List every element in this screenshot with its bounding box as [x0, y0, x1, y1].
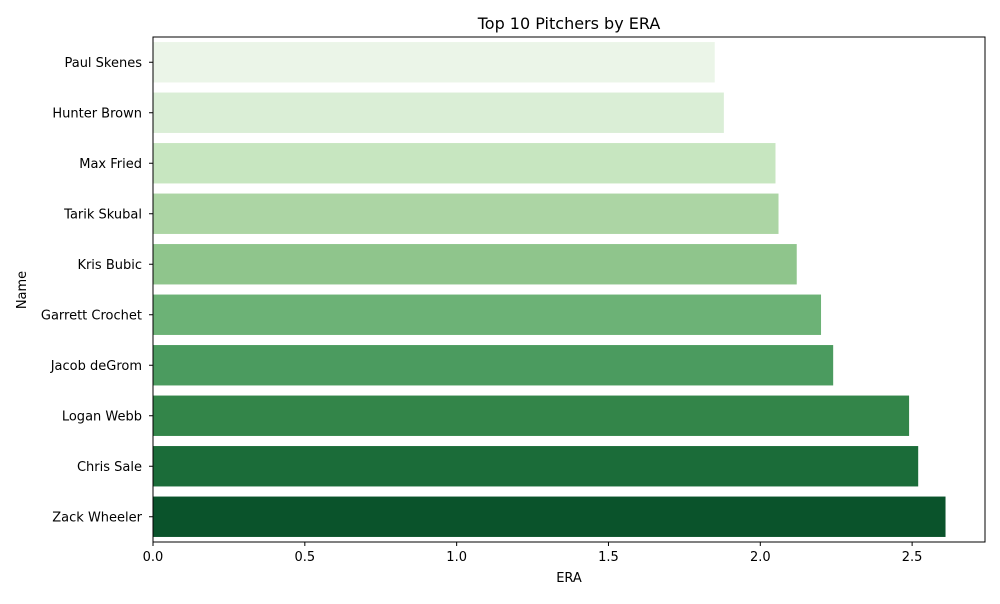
y-tick-label: Max Fried — [79, 157, 142, 172]
x-tick-label: 2.0 — [750, 550, 771, 565]
y-tick-label: Logan Webb — [62, 409, 142, 424]
bars-layer — [153, 42, 946, 537]
x-axis-label: ERA — [556, 571, 582, 586]
bar — [153, 345, 834, 386]
bar — [153, 294, 822, 335]
x-tick-label: 1.5 — [598, 550, 619, 565]
y-tick-label: Zack Wheeler — [52, 510, 142, 525]
x-tick-label: 1.0 — [446, 550, 467, 565]
y-tick-label: Paul Skenes — [64, 56, 142, 71]
axes-layer: Paul Skenes Hunter Brown Max Fried Tarik Sk… — [41, 36, 986, 565]
bar — [153, 446, 919, 487]
plot-frame — [152, 36, 986, 543]
y-axis-label: Name — [15, 271, 30, 309]
x-tick-label: 0.0 — [143, 550, 164, 565]
chart-title: Top 10 Pitchers by ERA — [477, 14, 661, 33]
y-tick-label: Chris Sale — [77, 460, 142, 475]
x-tick-label: 2.5 — [902, 550, 923, 565]
bar — [153, 496, 946, 537]
bar — [153, 193, 779, 234]
bar — [153, 244, 797, 285]
bar — [153, 395, 910, 436]
bar — [153, 42, 715, 83]
x-tick-label: 0.5 — [294, 550, 315, 565]
y-tick-label: Tarik Skubal — [63, 207, 142, 222]
bar — [153, 143, 776, 184]
y-tick-label: Garrett Crochet — [41, 308, 142, 323]
bar — [153, 92, 724, 133]
y-tick-label: Jacob deGrom — [50, 359, 142, 374]
y-tick-label: Hunter Brown — [52, 106, 142, 121]
y-tick-label: Kris Bubic — [77, 258, 142, 273]
